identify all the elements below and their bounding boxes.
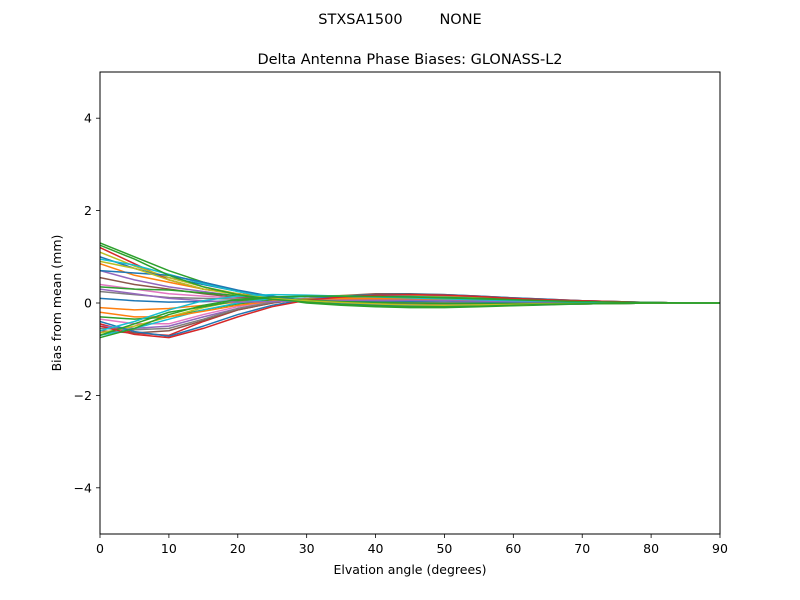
figure-suptitle: STXSA1500 NONE	[318, 12, 481, 28]
x-tick-label: 20	[230, 541, 246, 556]
y-tick-label: 4	[84, 111, 92, 126]
chart-title: Delta Antenna Phase Biases: GLONASS-L2	[257, 52, 562, 68]
y-tick-label: −2	[74, 388, 92, 403]
x-tick-label: 50	[436, 541, 452, 556]
x-tick-label: 30	[299, 541, 315, 556]
x-tick-label: 60	[505, 541, 521, 556]
x-tick-label: 10	[161, 541, 177, 556]
series-layer	[100, 242, 720, 339]
series-line-31	[100, 295, 720, 339]
x-tick-label: 80	[643, 541, 659, 556]
x-tick-label: 40	[368, 541, 384, 556]
x-axis-label: Elvation angle (degrees)	[333, 562, 486, 577]
y-axis: −4 −2 0 2 4	[74, 111, 100, 495]
x-tick-label: 90	[712, 541, 728, 556]
y-tick-label: 0	[84, 296, 92, 311]
x-tick-label: 0	[96, 541, 104, 556]
y-tick-label: 2	[84, 203, 92, 218]
series-line-30	[100, 244, 720, 308]
y-tick-label: −4	[74, 480, 92, 495]
x-tick-label: 70	[574, 541, 590, 556]
x-axis: 0 10 20 30 40 50 60 70 80 90	[96, 534, 728, 556]
y-axis-label: Bias from mean (mm)	[49, 235, 64, 372]
